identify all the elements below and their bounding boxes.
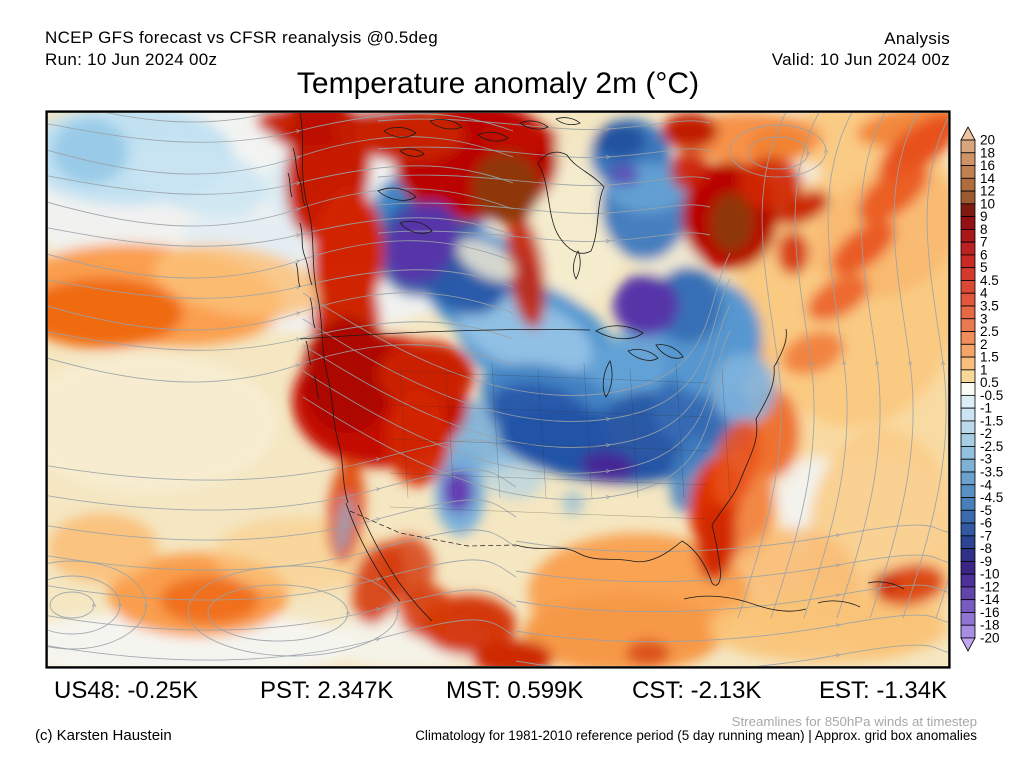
svg-text:-4: -4 [980,477,992,492]
svg-text:-20: -20 [980,631,1000,646]
svg-text:-1: -1 [980,401,992,416]
svg-text:-3: -3 [980,452,992,467]
svg-text:-1.5: -1.5 [980,413,1003,428]
svg-text:7: 7 [980,235,988,250]
svg-text:1: 1 [980,362,988,377]
svg-text:-7: -7 [980,528,992,543]
svg-text:-0.5: -0.5 [980,388,1003,403]
svg-text:20: 20 [980,133,995,148]
svg-text:9: 9 [980,209,988,224]
svg-text:0.5: 0.5 [980,375,999,390]
svg-text:4.5: 4.5 [980,273,999,288]
svg-text:12: 12 [980,184,995,199]
svg-text:-16: -16 [980,605,1000,620]
svg-text:-12: -12 [980,579,1000,594]
svg-text:3.5: 3.5 [980,299,999,314]
svg-text:5: 5 [980,260,988,275]
svg-text:-4.5: -4.5 [980,490,1003,505]
svg-text:-14: -14 [980,592,1000,607]
svg-text:-9: -9 [980,554,992,569]
svg-text:-10: -10 [980,567,1000,582]
svg-text:-6: -6 [980,516,992,531]
svg-text:2: 2 [980,337,988,352]
svg-text:-3.5: -3.5 [980,465,1003,480]
svg-text:1.5: 1.5 [980,350,999,365]
svg-text:-8: -8 [980,541,992,556]
svg-text:-2: -2 [980,426,992,441]
svg-text:-5: -5 [980,503,992,518]
svg-text:10: 10 [980,196,995,211]
svg-text:4: 4 [980,286,988,301]
svg-text:3: 3 [980,311,988,326]
svg-text:-18: -18 [980,618,1000,633]
svg-text:2.5: 2.5 [980,324,999,339]
svg-text:14: 14 [980,171,996,186]
svg-text:-2.5: -2.5 [980,439,1003,454]
svg-text:18: 18 [980,145,995,160]
svg-text:6: 6 [980,247,988,262]
svg-text:16: 16 [980,158,995,173]
svg-text:8: 8 [980,222,988,237]
